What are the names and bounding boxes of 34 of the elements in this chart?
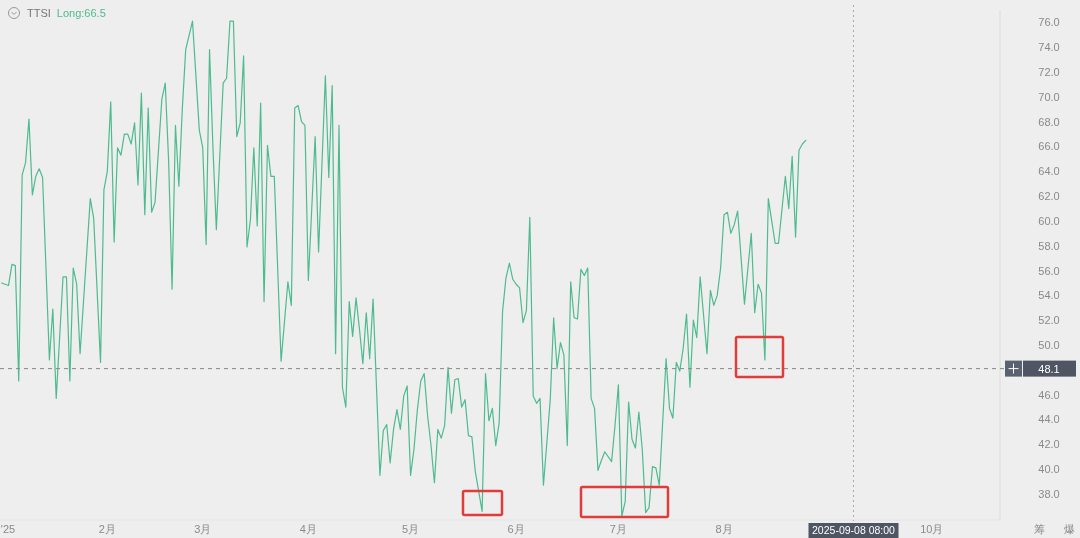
y-tick-label: 38.0	[1038, 487, 1060, 500]
y-tick-label: 60.0	[1038, 214, 1060, 227]
x-tick-label: 3月	[194, 523, 212, 535]
text: Long:66.5	[56, 7, 106, 19]
text: 筹	[1033, 523, 1045, 535]
ref-line-label: 48.1	[1038, 362, 1060, 375]
y-tick-label: 66.0	[1038, 140, 1060, 153]
x-tick-label: 7月	[609, 523, 627, 535]
y-tick-label: 42.0	[1038, 438, 1060, 451]
y-tick-label: 54.0	[1038, 289, 1060, 302]
y-tick-label: 50.0	[1038, 339, 1060, 352]
y-tick-label: 58.0	[1038, 239, 1060, 252]
x-tick-label: '25	[0, 523, 16, 535]
y-tick-label: 72.0	[1038, 66, 1060, 79]
x-tick-label: 2月	[98, 523, 116, 535]
x-tick-label: 8月	[715, 523, 733, 535]
y-tick-label: 40.0	[1038, 463, 1060, 476]
y-tick-label: 64.0	[1038, 165, 1060, 178]
y-tick-label: 68.0	[1038, 115, 1060, 128]
y-tick-label: 70.0	[1038, 90, 1060, 103]
chart-title: TTSI	[27, 7, 51, 19]
y-tick-label: 44.0	[1038, 413, 1060, 426]
text: 爆	[1063, 523, 1075, 535]
x-tick-label: 6月	[507, 523, 525, 535]
y-tick-label: 46.0	[1038, 388, 1060, 401]
x-tick-label: 5月	[402, 523, 420, 535]
y-tick-label: 74.0	[1038, 41, 1060, 54]
y-tick-label: 76.0	[1038, 16, 1060, 29]
y-tick-label: 62.0	[1038, 190, 1060, 203]
x-tick-label: 10月	[920, 523, 944, 535]
ref-line-label: 2025-09-08 08:00	[812, 524, 896, 536]
x-tick-label: 4月	[299, 523, 317, 535]
y-tick-label: 56.0	[1038, 264, 1060, 277]
y-tick-label: 52.0	[1038, 314, 1060, 327]
